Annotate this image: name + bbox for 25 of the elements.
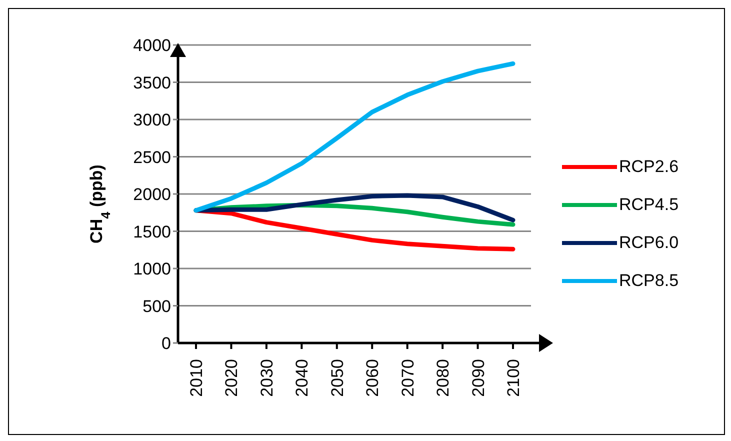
legend-label: RCP4.5 (619, 195, 679, 215)
x-tick-label: 2040 (292, 359, 312, 397)
y-tick-label: 2500 (133, 148, 171, 167)
y-tick-label: 3000 (133, 110, 171, 130)
x-tick-label: 2090 (468, 359, 488, 397)
legend-label: RCP2.6 (619, 157, 679, 177)
y-tick-label: 1500 (133, 222, 171, 242)
y-tick-label: 3500 (133, 73, 171, 92)
x-tick-label: 2060 (363, 359, 382, 397)
x-tick-label: 2030 (257, 359, 276, 397)
legend-label: RCP8.5 (619, 271, 679, 291)
legend-label: RCP6.0 (619, 233, 679, 253)
x-tick-label: 2080 (434, 359, 453, 397)
y-tick-label: 1000 (133, 260, 171, 279)
line-series (194, 208, 516, 252)
x-tick-label: 2100 (504, 359, 523, 397)
line-series (194, 61, 516, 213)
y-tick-label: 2000 (133, 185, 171, 204)
y-tick-label: 500 (142, 296, 171, 316)
x-tick-label: 2010 (187, 359, 206, 397)
y-tick-label: 4000 (133, 36, 171, 56)
x-tick-label: 2070 (398, 359, 418, 397)
x-tick-label: 2050 (328, 359, 347, 397)
y-tick-label: 0 (162, 334, 171, 354)
x-tick-label: 2020 (222, 359, 242, 397)
